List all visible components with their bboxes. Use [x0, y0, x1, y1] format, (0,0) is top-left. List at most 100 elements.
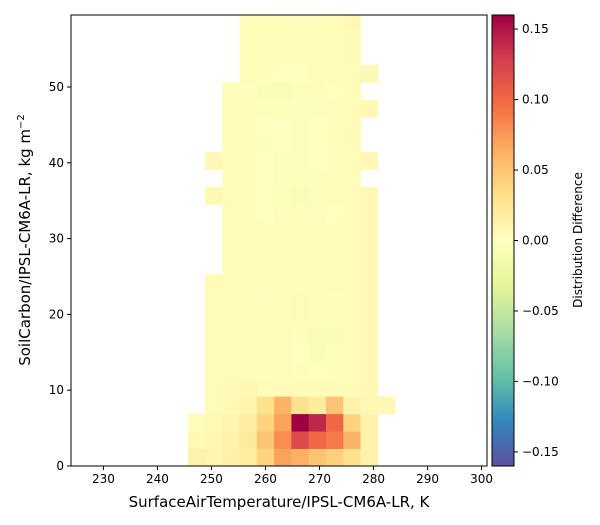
- heatmap-cell: [222, 274, 240, 293]
- colorbar-tick-label: 0.15: [522, 22, 549, 36]
- heatmap-plot-area: [70, 14, 488, 467]
- heatmap-cell: [204, 326, 223, 345]
- heatmap-cell: [204, 396, 223, 415]
- heatmap-cell: [222, 378, 240, 397]
- heatmap-cell: [239, 221, 258, 240]
- heatmap-cell: [291, 204, 310, 223]
- heatmap-cell: [308, 117, 327, 136]
- heatmap-cell: [360, 361, 379, 380]
- heatmap-cell: [343, 134, 361, 153]
- x-tick-label: 270: [308, 472, 331, 486]
- heatmap-cell: [343, 448, 361, 467]
- heatmap-cell: [256, 343, 275, 362]
- x-tick-label: 300: [470, 472, 493, 486]
- heatmap-cell: [239, 99, 258, 118]
- heatmap-cell: [326, 291, 344, 310]
- heatmap-cell: [274, 239, 292, 258]
- heatmap-cell: [187, 413, 206, 432]
- heatmap-cell: [274, 15, 292, 31]
- colorbar-label: Distribution Difference: [571, 172, 585, 308]
- y-tick-label: 0: [56, 459, 64, 473]
- heatmap-cell: [343, 378, 361, 397]
- x-tick-label: 240: [146, 472, 169, 486]
- heatmap-cell: [291, 361, 310, 380]
- heatmap-cell: [239, 256, 258, 275]
- heatmap-cell: [239, 239, 258, 258]
- heatmap-cell: [343, 65, 361, 83]
- heatmap-cell: [291, 82, 310, 101]
- heatmap-cell: [360, 187, 379, 205]
- colorbar-tick-label: 0.00: [522, 234, 549, 248]
- heatmap-cell: [222, 326, 240, 345]
- heatmap-cell: [274, 448, 292, 467]
- heatmap-cell: [291, 117, 310, 136]
- heatmap-cell: [256, 30, 275, 48]
- heatmap-cell: [360, 274, 379, 293]
- heatmap-cell: [256, 291, 275, 310]
- heatmap-cell: [326, 378, 344, 397]
- heatmap-cell: [326, 239, 344, 258]
- heatmap-cell: [343, 396, 361, 415]
- x-axis: 230 240 250 260 270 280 290 300: [92, 466, 493, 486]
- heatmap-cell: [222, 396, 240, 415]
- heatmap-cell: [343, 204, 361, 223]
- heatmap-cell: [204, 152, 223, 171]
- y-axis-label-exponent: −2: [16, 114, 27, 129]
- heatmap-cell: [308, 30, 327, 48]
- heatmap-cell: [308, 361, 327, 380]
- heatmap-cell: [326, 431, 344, 449]
- heatmap-cell: [326, 152, 344, 171]
- heatmap-cell: [326, 47, 344, 66]
- heatmap-cell: [343, 30, 361, 48]
- heatmap-cell: [360, 256, 379, 275]
- heatmap-cell: [222, 413, 240, 432]
- heatmap-cell: [222, 309, 240, 327]
- heatmap-cell: [326, 65, 344, 83]
- heatmap-cell: [360, 431, 379, 449]
- heatmap-cell: [343, 431, 361, 449]
- heatmap-cell: [239, 361, 258, 380]
- heatmap-cell: [291, 378, 310, 397]
- heatmap-cell: [308, 326, 327, 345]
- heatmap-cell: [274, 361, 292, 380]
- heatmap-cell: [291, 326, 310, 345]
- heatmap-cell: [360, 448, 379, 467]
- heatmap-cell: [204, 378, 223, 397]
- heatmap-cell: [308, 47, 327, 66]
- heatmap-cell: [308, 396, 327, 415]
- heatmap-cell: [274, 378, 292, 397]
- heatmap-cell: [256, 169, 275, 188]
- colorbar-tick-label: −0.05: [522, 304, 559, 318]
- heatmap-cell: [343, 326, 361, 345]
- heatmap-cell: [256, 309, 275, 327]
- heatmap-cell: [256, 448, 275, 467]
- heatmap-cell: [222, 204, 240, 223]
- heatmap-cell: [291, 134, 310, 153]
- heatmap-cell: [256, 117, 275, 136]
- heatmap-cell: [239, 413, 258, 432]
- heatmap-cell: [360, 221, 379, 240]
- heatmap-cell: [291, 291, 310, 310]
- heatmap-cell: [360, 291, 379, 310]
- heatmap-cell: [360, 99, 379, 118]
- heatmap-cell: [204, 361, 223, 380]
- heatmap-cell: [222, 187, 240, 205]
- heatmap-cell: [360, 413, 379, 432]
- heatmap-cell: [239, 30, 258, 48]
- colorbar-ticks: 0.15 0.10 0.05 0.00 −0.05 −0.10 −0.15: [514, 22, 559, 459]
- heatmap-cell: [222, 256, 240, 275]
- heatmap-cell: [274, 396, 292, 415]
- heatmap-cell: [274, 256, 292, 275]
- heatmap-cell: [291, 65, 310, 83]
- y-axis: 0 10 20 30 40 50: [49, 80, 71, 473]
- heatmap-cell: [343, 47, 361, 66]
- x-tick-label: 260: [254, 472, 277, 486]
- heatmap-cell: [256, 431, 275, 449]
- y-tick-label: 10: [49, 383, 64, 397]
- heatmap-cell: [239, 152, 258, 171]
- heatmap-cell: [239, 448, 258, 467]
- x-axis-label: SurfaceAirTemperature/IPSL-CM6A-LR, K: [129, 493, 431, 511]
- heatmap-cell: [343, 343, 361, 362]
- heatmap-cell: [343, 99, 361, 118]
- heatmap-cell: [256, 256, 275, 275]
